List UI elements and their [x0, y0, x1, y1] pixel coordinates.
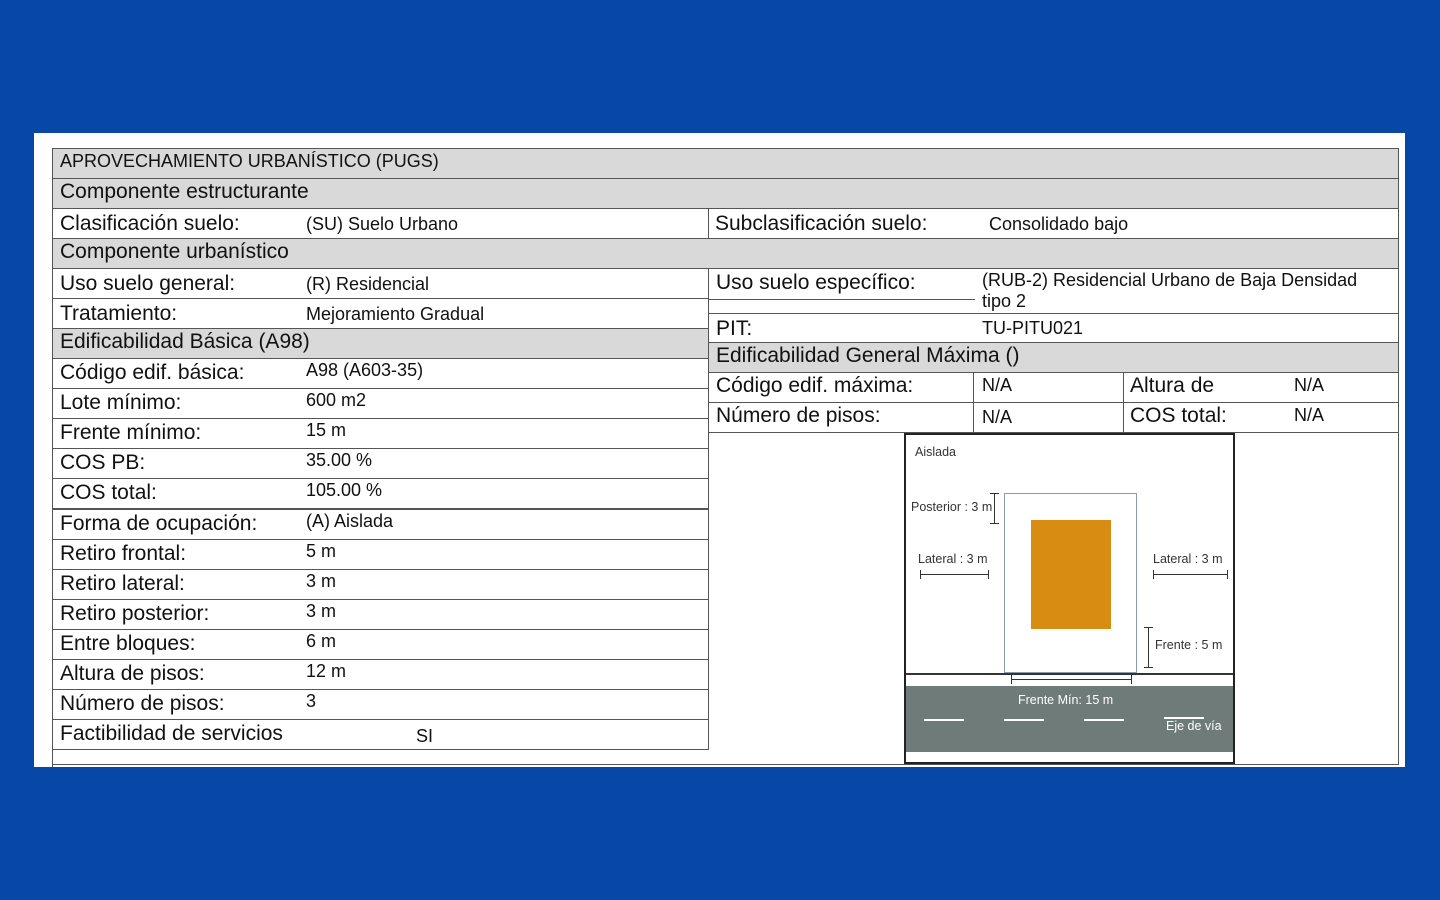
retiro-lateral-value: 3 m — [306, 570, 337, 591]
factibilidad-label: Factibilidad de servicios — [60, 722, 283, 745]
diagram-type-label: Aislada — [915, 445, 956, 459]
uso-especifico-value: (RUB-2) Residencial Urbano de Baja Densi… — [982, 270, 1358, 290]
section-title: Edificabilidad Básica (A98) — [60, 330, 310, 353]
cos-total-maxima-label: COS total: — [1130, 404, 1227, 427]
cos-total-label: COS total: — [60, 481, 157, 505]
retiro-posterior-label: Retiro posterior: — [60, 601, 210, 625]
lateral-right-setback-label: Lateral : 3 m — [1153, 552, 1223, 566]
retiro-lateral-row: Retiro lateral: 3 m — [52, 568, 709, 600]
min-frontage-label: Frente Mín: 15 m — [1018, 693, 1114, 707]
factibilidad-row: Factibilidad de servicios SI — [52, 719, 709, 750]
setback-diagram: Aislada Posterior : 3 m Lateral : 3 m La… — [904, 433, 1235, 764]
codigo-basica-row: Código edif. básica: A98 (A603-35) — [52, 358, 709, 389]
lateral-left-setback-label: Lateral : 3 m — [918, 552, 988, 566]
altura-pisos-label: Altura de pisos: — [60, 662, 205, 685]
retiro-frontal-label: Retiro frontal: — [60, 541, 187, 565]
cos-pb-label: COS PB: — [60, 451, 146, 475]
road-strip: Frente Mín: 15 m Eje de vía — [906, 686, 1233, 752]
subclasificacion-value: Consolidado bajo — [989, 214, 1129, 234]
frente-minimo-label: Frente mínimo: — [60, 421, 202, 445]
forma-ocupacion-value: (A) Aislada — [306, 510, 394, 531]
codigo-basica-value: A98 (A603-35) — [306, 360, 424, 380]
retiro-posterior-value: 3 m — [306, 600, 337, 621]
uso-general-row: Uso suelo general: (R) Residencial — [52, 268, 709, 299]
lote-minimo-value: 600 m2 — [306, 390, 367, 411]
cos-total-value: 105.00 % — [306, 480, 383, 501]
codigo-basica-label: Código edif. básica: — [60, 361, 245, 384]
cos-pb-value: 35.00 % — [306, 450, 373, 471]
numero-pisos-row: Número de pisos: 3 — [52, 689, 709, 721]
altura-value: N/A — [1294, 375, 1325, 395]
road-axis-label: Eje de vía — [1166, 719, 1222, 733]
pit-value: TU-PITU021 — [982, 318, 1084, 338]
retiro-frontal-row: Retiro frontal: 5 m — [52, 538, 709, 570]
pisos-maxima-label: Número de pisos: — [716, 404, 881, 427]
section-header-maxima: Edificabilidad General Máxima () — [708, 342, 1399, 373]
subclasificacion-label: Subclasificación suelo: — [715, 212, 928, 235]
frente-minimo-row: Frente mínimo: 15 m — [52, 418, 709, 450]
posterior-setback-label: Posterior : 3 m — [911, 500, 993, 514]
section-title: Componente estructurante — [60, 180, 309, 203]
codigo-maxima-value: N/A — [982, 375, 1013, 395]
section-title: Componente urbanístico — [60, 240, 289, 263]
cos-total-maxima-value: N/A — [1294, 405, 1325, 425]
numero-pisos-label: Número de pisos: — [60, 692, 225, 716]
numero-pisos-value: 3 — [306, 691, 317, 712]
uso-general-value: (R) Residencial — [306, 274, 430, 294]
cos-pb-row: COS PB: 35.00 % — [52, 448, 709, 480]
frente-minimo-value: 15 m — [306, 420, 347, 441]
retiro-frontal-value: 5 m — [306, 540, 337, 561]
building-footprint — [1031, 520, 1111, 629]
pisos-maxima-value: N/A — [982, 407, 1013, 427]
uso-general-label: Uso suelo general: — [60, 272, 236, 295]
altura-label: Altura de — [1130, 374, 1215, 397]
uso-especifico-label: Uso suelo específico: — [716, 271, 916, 294]
tratamiento-value: Mejoramiento Gradual — [306, 304, 485, 324]
zoning-panel: APROVECHAMIENTO URBANÍSTICO (PUGS) Compo… — [34, 133, 1405, 767]
front-setback-label: Frente : 5 m — [1155, 638, 1223, 652]
pit-label: PIT: — [716, 317, 753, 340]
factibilidad-value: SI — [416, 726, 434, 746]
uso-especifico-value-line2: tipo 2 — [982, 291, 1027, 311]
entre-bloques-label: Entre bloques: — [60, 631, 196, 655]
uso-especifico-row: Uso suelo específico: (RUB-2) Residencia… — [708, 268, 1399, 314]
clasificacion-value: (SU) Suelo Urbano — [306, 214, 459, 234]
section-header-urbanistico: Componente urbanístico — [52, 238, 1399, 269]
section-header-basica: Edificabilidad Básica (A98) — [52, 328, 709, 359]
section-header-estructurante: Componente estructurante — [52, 178, 1399, 209]
title-row: APROVECHAMIENTO URBANÍSTICO (PUGS) — [52, 148, 1399, 179]
clasificacion-row: Clasificación suelo: (SU) Suelo Urbano S… — [52, 208, 1399, 239]
codigo-maxima-label: Código edif. máxima: — [716, 374, 914, 397]
lot-outline — [1004, 493, 1137, 673]
retiro-posterior-row: Retiro posterior: 3 m — [52, 598, 709, 630]
codigo-maxima-row: Código edif. máxima: N/A Altura de N/A — [708, 372, 1399, 403]
section-title: Edificabilidad General Máxima () — [716, 344, 1020, 367]
page-title: APROVECHAMIENTO URBANÍSTICO (PUGS) — [60, 151, 439, 171]
pisos-maxima-row: Número de pisos: N/A COS total: N/A — [708, 402, 1399, 433]
forma-ocupacion-row: Forma de ocupación: (A) Aislada — [52, 508, 709, 540]
forma-ocupacion-label: Forma de ocupación: — [60, 511, 258, 535]
entre-bloques-row: Entre bloques: 6 m — [52, 628, 709, 660]
cos-total-row: COS total: 105.00 % — [52, 478, 709, 510]
retiro-lateral-label: Retiro lateral: — [60, 571, 185, 595]
altura-pisos-row: Altura de pisos: 12 m — [52, 659, 709, 690]
altura-pisos-value: 12 m — [306, 661, 347, 681]
pit-row: PIT: TU-PITU021 — [708, 313, 1399, 344]
lote-minimo-row: Lote mínimo: 600 m2 — [52, 388, 709, 420]
entre-bloques-value: 6 m — [306, 630, 337, 651]
lote-minimo-label: Lote mínimo: — [60, 391, 182, 415]
tratamiento-row: Tratamiento: Mejoramiento Gradual — [52, 298, 709, 329]
clasificacion-label: Clasificación suelo: — [60, 212, 240, 235]
tratamiento-label: Tratamiento: — [60, 302, 178, 325]
